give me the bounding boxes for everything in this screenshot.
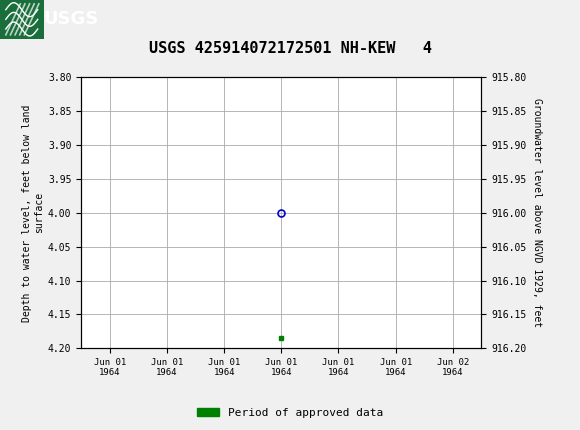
Y-axis label: Groundwater level above NGVD 1929, feet: Groundwater level above NGVD 1929, feet <box>532 98 542 327</box>
Bar <box>0 0 44 39</box>
Y-axis label: Depth to water level, feet below land
surface: Depth to water level, feet below land su… <box>22 104 44 322</box>
Text: USGS: USGS <box>44 10 99 28</box>
Legend: Period of approved data: Period of approved data <box>193 403 387 422</box>
Text: USGS 425914072172501 NH-KEW   4: USGS 425914072172501 NH-KEW 4 <box>148 41 432 56</box>
